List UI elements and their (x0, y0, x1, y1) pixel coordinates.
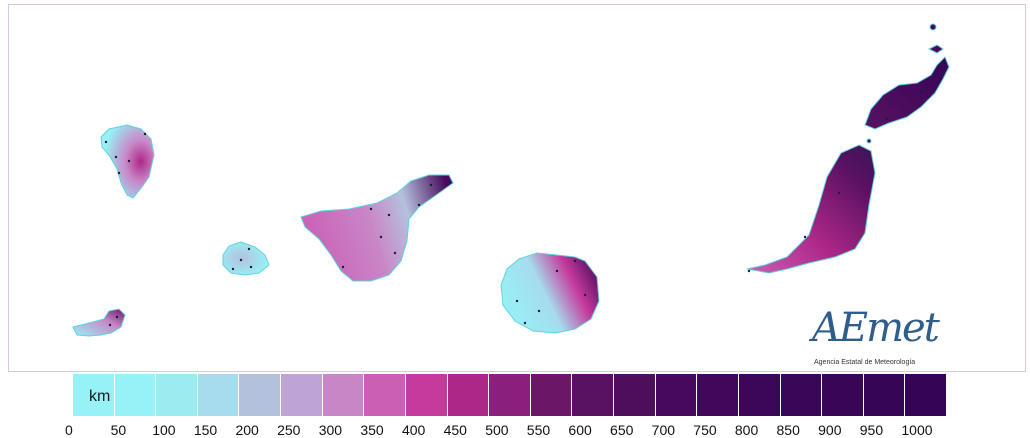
legend-tick-label: 0 (65, 422, 73, 438)
island-la-palma (100, 124, 155, 199)
legend-swatch (780, 374, 822, 416)
legend-swatch (197, 374, 239, 416)
legend-tick-label: 950 (859, 422, 884, 438)
legend-swatch (156, 374, 197, 416)
island-gran-canaria (500, 252, 600, 334)
legend-swatch (863, 374, 905, 416)
legend-tick-label: 450 (443, 422, 467, 438)
legend-swatch (822, 374, 863, 416)
color-scale-legend: km (73, 374, 947, 416)
legend-tick-label: 1000 (901, 422, 933, 438)
legend-swatch (239, 374, 281, 416)
island-tenerife (300, 174, 454, 282)
legend-unit-label: km (89, 388, 111, 405)
legend-tick-label: 100 (152, 422, 176, 438)
legend-tick-label: 800 (734, 422, 759, 438)
islet-alegranza (929, 23, 937, 31)
legend-tick-label: 550 (526, 422, 551, 438)
legend-swatch (530, 374, 572, 416)
legend-swatch (405, 374, 447, 416)
aemet-logo-subtitle: Agencia Estatal de Meteorología (814, 359, 916, 366)
island-la-gomera (222, 241, 270, 276)
legend-swatch (281, 374, 322, 416)
legend-swatch (364, 374, 405, 416)
legend-tick-label: 350 (360, 422, 384, 438)
map-frame: AEmet Agencia Estatal de Meteorología (8, 4, 1026, 372)
legend-tick-label: 900 (818, 422, 842, 438)
legend-tick-label: 300 (318, 422, 343, 438)
legend-tick-label: 650 (610, 422, 634, 438)
legend-swatch (905, 374, 946, 416)
legend-tick-label: 150 (193, 422, 218, 438)
aemet-logo: AEmet Agencia Estatal de Meteorología (812, 305, 942, 373)
legend-swatch (447, 374, 489, 416)
legend-tick-label: 750 (693, 422, 717, 438)
canary-islands-map (72, 23, 950, 337)
legend-swatch (655, 374, 697, 416)
legend-swatch (738, 374, 780, 416)
station-markers (104, 89, 923, 327)
legend-swatch (73, 374, 114, 416)
legend-tick-label: 50 (110, 422, 127, 438)
legend-swatch (322, 374, 364, 416)
island-fuerteventura (746, 144, 876, 274)
legend-tick-label: 400 (401, 422, 426, 438)
legend-swatch (697, 374, 738, 416)
legend-tick-label: 700 (651, 422, 676, 438)
legend-tick-label: 250 (277, 422, 301, 438)
island-el-hierro (72, 308, 126, 337)
islet-la-graciosa (927, 44, 944, 54)
legend-swatch (572, 374, 614, 416)
legend-tick-label: 600 (568, 422, 592, 438)
legend-tick-label: 200 (235, 422, 259, 438)
legend-swatch (614, 374, 655, 416)
aemet-logo-text: AEmet (812, 305, 940, 351)
legend-swatch (489, 374, 530, 416)
legend-tick-label: 500 (485, 422, 509, 438)
legend-tick-label: 850 (776, 422, 800, 438)
islet-lobos (866, 138, 872, 144)
island-lanzarote (864, 56, 950, 130)
legend-swatch (114, 374, 156, 416)
